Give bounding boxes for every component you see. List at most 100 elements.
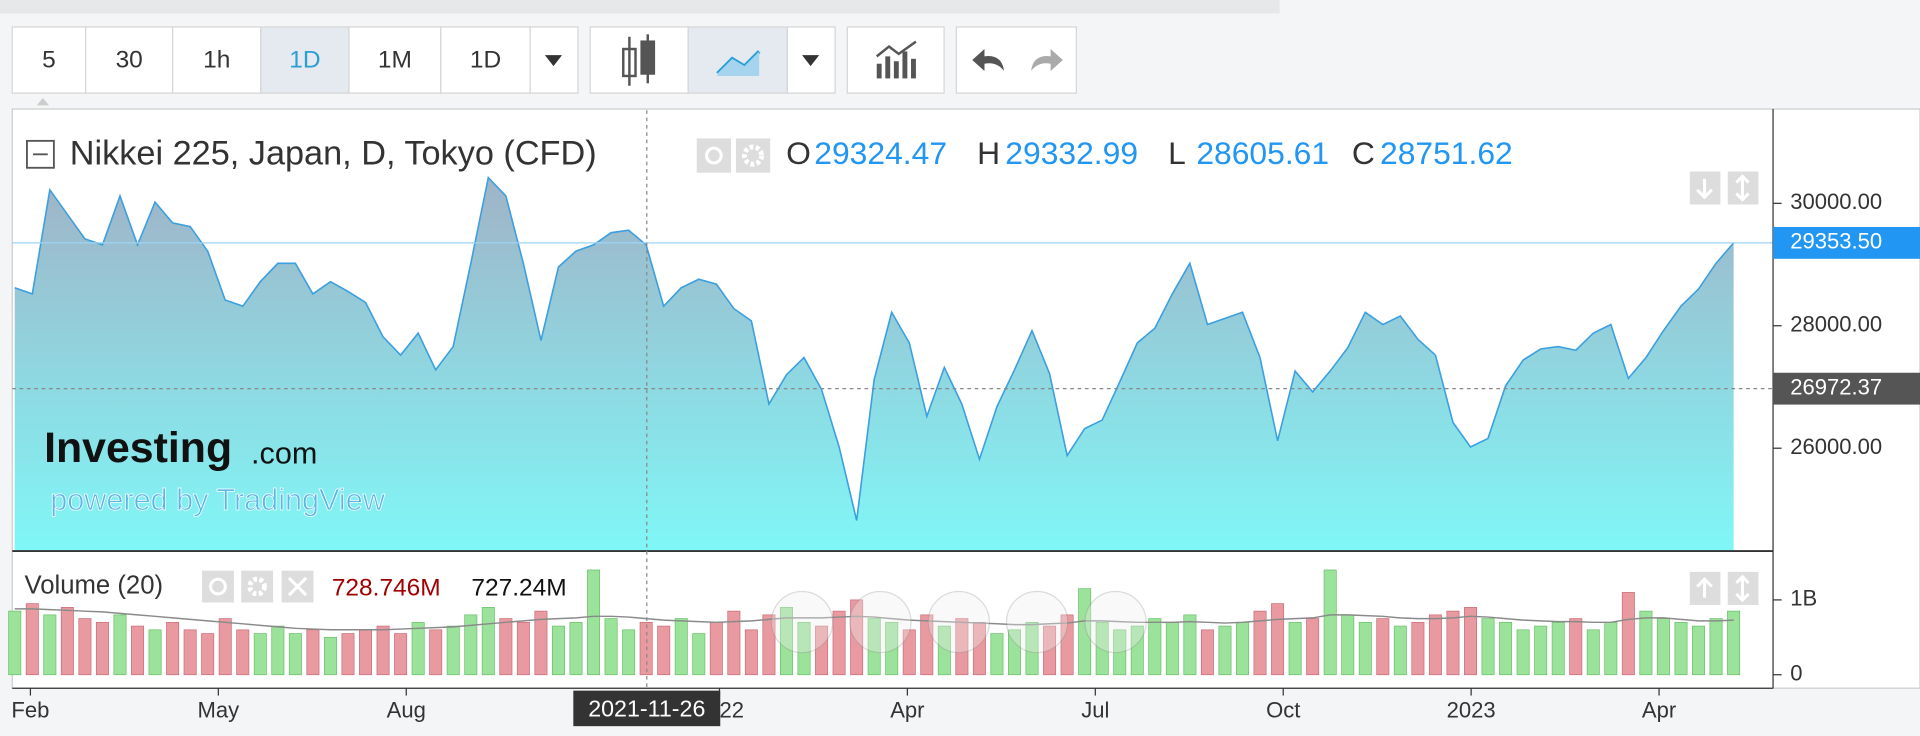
volume-bar	[1393, 625, 1407, 676]
top-strip	[0, 0, 1280, 14]
volume-bar	[95, 621, 109, 676]
volume-bar	[551, 625, 565, 676]
volume-bar	[8, 610, 22, 676]
pane-down-glyph	[1696, 178, 1713, 200]
volume-bar	[1674, 621, 1688, 676]
interval-button[interactable]	[260, 26, 350, 94]
nav-zoom-out[interactable]	[849, 590, 912, 654]
volume-bar	[429, 629, 443, 676]
crosshair-x-label: 2021-11-26	[588, 695, 705, 721]
crosshair-y-label: 26972.37	[1790, 374, 1882, 399]
interval-button[interactable]	[348, 26, 442, 94]
interval-button[interactable]	[85, 26, 174, 94]
indicators-button[interactable]	[846, 26, 945, 94]
nav-reset[interactable]	[927, 590, 990, 654]
volume-bar	[1569, 618, 1583, 676]
y-tick-label: 30000.00	[1790, 189, 1882, 214]
collapse-arrow[interactable]	[36, 98, 49, 106]
volume-bar	[131, 625, 145, 676]
volume-bar	[1341, 614, 1355, 676]
volume-bar	[1428, 614, 1442, 676]
x-tick-label: 2023	[1447, 697, 1496, 722]
volume-bar	[306, 629, 320, 676]
volume-bar	[920, 614, 934, 676]
volume-legend-value: 727.24M	[471, 574, 566, 601]
volume-bar	[1656, 618, 1670, 676]
legend: Nikkei 225, Japan, D, Tokyo (CFD)	[26, 135, 771, 173]
candle-button[interactable]	[589, 26, 689, 94]
volume-bar	[253, 633, 267, 676]
dropdown-arrow	[544, 55, 563, 67]
vol-settings-icon[interactable]	[241, 570, 274, 603]
x-tick-label: Apr	[890, 697, 924, 722]
undo-icon[interactable]	[972, 49, 1005, 72]
volume-tick-label: 0	[1790, 661, 1802, 686]
volume-bar	[1060, 614, 1074, 676]
x-tick-label: Feb	[11, 697, 49, 722]
volume-bar	[1639, 610, 1653, 676]
pane-max-glyph	[1735, 174, 1750, 202]
interval-button[interactable]	[172, 26, 262, 94]
settings-icon-glyph	[742, 144, 765, 167]
volume-bar	[1130, 625, 1144, 676]
eye-icon[interactable]	[696, 138, 732, 173]
volume-bar	[1148, 618, 1162, 676]
crosshair-y-box	[1773, 372, 1920, 405]
y-tick-label: 26000.00	[1790, 434, 1882, 459]
ohlc-value: 29332.99	[1005, 135, 1138, 171]
x-tick-label: Oct	[1266, 697, 1300, 722]
volume-bar	[534, 610, 548, 676]
volume-bar	[692, 633, 706, 676]
toolbar: 5 30 1h 1D 1M 1D	[11, 26, 579, 94]
interval-button[interactable]	[440, 26, 531, 94]
vol-eye-icon[interactable]	[202, 570, 234, 603]
volume-bar	[376, 625, 390, 676]
volume-bar	[1464, 607, 1477, 676]
redo-icon[interactable]	[1031, 49, 1063, 72]
candle-icon	[622, 34, 656, 86]
ohlc-key: H	[977, 135, 1000, 171]
volume-bar	[604, 618, 618, 676]
powered-by: powered by TradingView	[50, 483, 386, 517]
interval-button[interactable]	[11, 26, 87, 94]
volume-bar	[201, 633, 215, 676]
volume-bar	[1007, 629, 1021, 676]
ohlc-value: 28605.61	[1196, 135, 1329, 171]
brand-suffix: .com	[251, 437, 317, 471]
nav-right[interactable]	[1084, 590, 1147, 654]
volume-bar	[1306, 618, 1320, 676]
volume-bar	[1025, 621, 1039, 676]
vol-pane-max-glyph	[1735, 574, 1750, 603]
volume-bar	[394, 633, 408, 676]
volume-bar	[411, 621, 425, 676]
volume-bar	[1218, 625, 1232, 676]
volume-bar	[639, 621, 653, 676]
volume-bar	[797, 621, 811, 676]
volume-bar	[516, 621, 530, 676]
ohlc-key: O	[786, 135, 811, 171]
volume-bar	[569, 621, 583, 676]
volume-bar	[1586, 629, 1600, 676]
volume-bar	[1446, 610, 1460, 676]
volume-bar	[990, 633, 1004, 676]
settings-icon[interactable]	[735, 138, 771, 173]
eye-icon-glyph	[705, 146, 723, 165]
volume-bar	[166, 621, 180, 676]
volume-bar	[885, 621, 899, 676]
interval-label: 1D	[289, 47, 320, 74]
volume-bar	[25, 603, 39, 676]
x-tick-label: Jul	[1081, 697, 1109, 722]
interval-label: 1M	[378, 47, 412, 74]
volume-bar	[744, 629, 758, 676]
ohlc-value: 29324.47	[814, 135, 947, 171]
interval-label: 5	[42, 47, 56, 74]
collapse-legend[interactable]	[26, 139, 55, 169]
volume-bar	[955, 618, 969, 676]
volume-legend-value: 728.746M	[332, 574, 441, 601]
nav-left[interactable]	[770, 590, 834, 654]
volume-bar	[832, 610, 846, 676]
volume-bar	[1411, 621, 1425, 676]
interval-label: 1h	[203, 47, 230, 74]
nav-zoom-in[interactable]	[1005, 590, 1069, 654]
